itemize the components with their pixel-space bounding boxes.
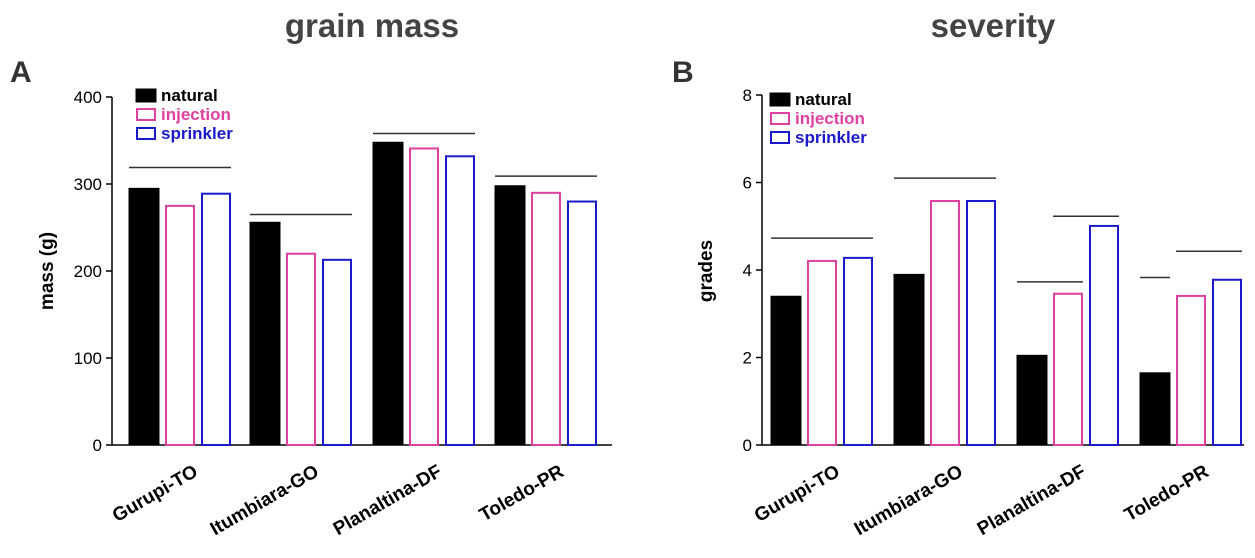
legend-label-sprinkler: sprinkler (161, 124, 233, 143)
bar-natural (1016, 354, 1048, 446)
category-label: Toledo-PR (476, 461, 568, 526)
panel-letter-a: A (10, 56, 32, 89)
legend-label-sprinkler: sprinkler (795, 128, 867, 147)
bar-injection (165, 204, 195, 446)
bar-injection (930, 200, 960, 446)
bar-natural (249, 221, 281, 446)
y-axis-label-a: mass (g) (37, 232, 58, 310)
bar-sprinkler (1212, 278, 1242, 446)
y-tick-label: 2 (743, 349, 752, 368)
category-label: Planaltina-DF (974, 461, 1090, 540)
significance-lines-b (771, 177, 1242, 283)
y-tick-label: 6 (743, 174, 752, 193)
legend-swatch-sprinkler (770, 131, 790, 144)
legend-swatch-natural (135, 88, 157, 103)
y-axis-label-b: grades (696, 240, 717, 302)
y-tick-label: 8 (743, 86, 752, 105)
bar-injection (286, 252, 316, 446)
category-label: Itumbiara-GO (851, 461, 967, 540)
y-tick-label: 0 (743, 436, 752, 455)
bar-sprinkler (322, 258, 352, 446)
bars-b (770, 200, 1242, 446)
y-tick-label: 300 (74, 175, 102, 194)
legend-swatch-natural (769, 92, 791, 107)
bar-injection (409, 147, 439, 447)
category-label: Toledo-PR (1121, 461, 1213, 526)
legend-swatch-injection (770, 112, 790, 125)
y-tick-label: 100 (74, 349, 102, 368)
y-tick-label: 0 (93, 436, 102, 455)
legend-label-injection: injection (161, 105, 231, 124)
category-labels-b: Gurupi-TO Itumbiara-GO Planaltina-DF Toledo… (751, 461, 1213, 540)
bar-natural (1139, 372, 1171, 446)
panel-a-grain-mass: A grain mass mass (g) 0 100 200 300 400 Guru… (10, 7, 612, 540)
bar-natural (494, 185, 526, 446)
axes-a: 0 100 200 300 400 (74, 88, 612, 455)
bar-injection (807, 259, 837, 446)
bar-sprinkler (843, 256, 873, 446)
bar-injection (1176, 294, 1206, 446)
bar-sprinkler (201, 192, 231, 446)
panel-b-severity: B severity grades 0 2 4 6 8 Gurupi-TO Itumbia… (672, 7, 1244, 540)
category-label: Gurupi-TO (751, 461, 843, 527)
legend-swatch-sprinkler (136, 127, 156, 140)
bar-injection (531, 191, 561, 446)
y-tick-label: 400 (74, 88, 102, 107)
bar-sprinkler (1089, 224, 1119, 446)
bar-natural (770, 295, 802, 446)
legend-swatch-injection (136, 108, 156, 121)
bar-natural (372, 141, 404, 446)
bar-injection (1053, 292, 1083, 446)
bar-natural (128, 187, 160, 446)
y-tick-label: 4 (743, 261, 752, 280)
legend-label-natural: natural (795, 90, 852, 109)
panel-letter-b: B (672, 56, 694, 89)
bar-sprinkler (567, 200, 597, 446)
bars-a (128, 141, 597, 447)
y-tick-label: 200 (74, 262, 102, 281)
bar-sprinkler (445, 155, 475, 446)
category-label: Planaltina-DF (330, 461, 446, 540)
legend-label-natural: natural (161, 86, 218, 105)
bar-natural (893, 273, 925, 446)
chart-title-b: severity (931, 7, 1056, 44)
category-labels-a: Gurupi-TO Itumbiara-GO Planaltina-DF Toledo… (109, 461, 568, 540)
category-label: Gurupi-TO (109, 461, 201, 527)
legend-label-injection: injection (795, 109, 865, 128)
category-label: Itumbiara-GO (207, 461, 323, 540)
chart-title-a: grain mass (285, 7, 459, 44)
significance-lines-a (129, 132, 597, 216)
bar-sprinkler (966, 200, 996, 446)
